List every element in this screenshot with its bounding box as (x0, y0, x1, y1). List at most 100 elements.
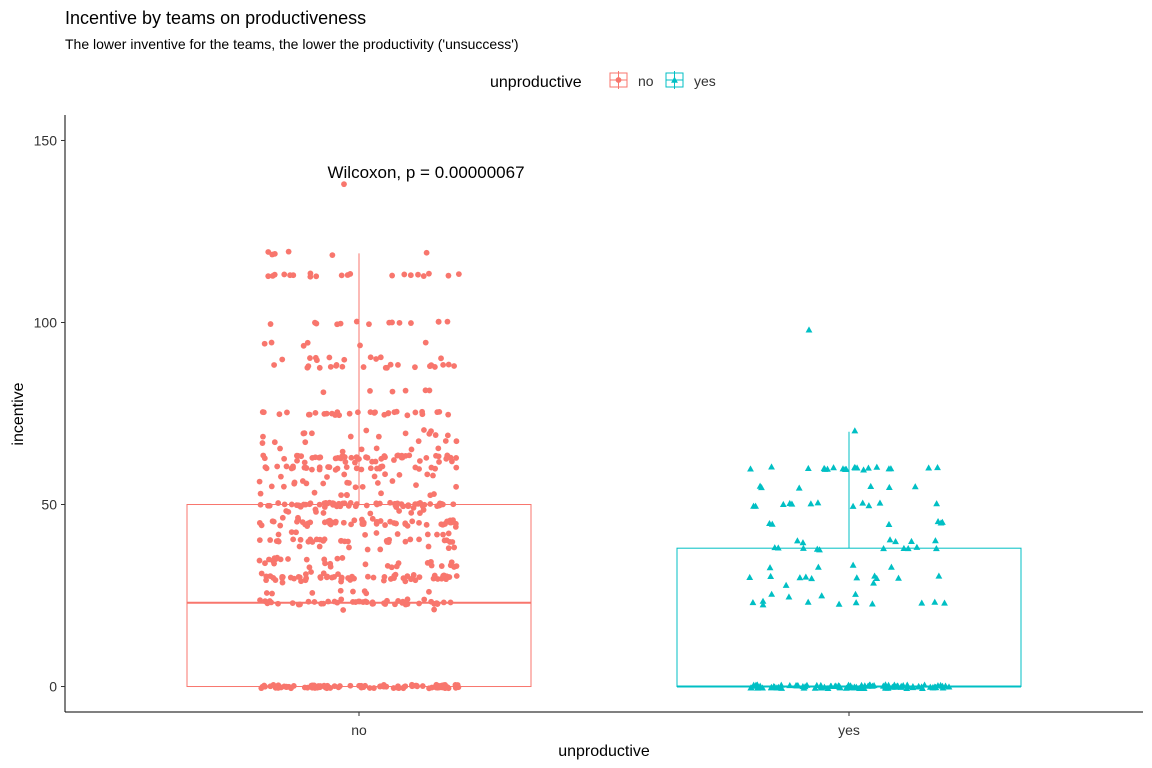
data-point-yes (934, 464, 941, 471)
data-point-yes (932, 545, 940, 552)
data-point-no (341, 356, 348, 363)
data-point-yes (938, 518, 946, 525)
data-point-no (360, 684, 367, 691)
data-point-yes (756, 482, 764, 489)
data-point-no (288, 529, 295, 535)
outlier-point-yes (805, 326, 813, 333)
data-point-yes (830, 464, 837, 471)
data-point-no (262, 560, 268, 567)
data-point-no (410, 571, 417, 578)
data-point-no (395, 685, 402, 692)
data-point-no (300, 501, 307, 508)
data-point-yes (858, 681, 865, 688)
data-point-no (382, 522, 388, 528)
data-point-no (347, 433, 354, 440)
data-point-no (353, 501, 360, 507)
data-point-no (281, 501, 288, 508)
data-point-no (371, 685, 377, 691)
data-point-no (302, 521, 309, 528)
data-point-no (337, 320, 344, 327)
data-point-no (347, 682, 354, 689)
data-point-no (312, 685, 318, 691)
data-point-no (343, 464, 350, 471)
data-point-yes (860, 466, 867, 473)
data-point-yes (865, 502, 873, 509)
data-point-no (307, 519, 314, 526)
data-point-no (431, 572, 438, 579)
data-point-yes (931, 598, 939, 605)
data-point-no (369, 515, 376, 522)
data-point-yes (865, 464, 872, 471)
data-point-no (366, 321, 372, 328)
data-point-no (348, 521, 354, 528)
data-point-no (301, 684, 308, 691)
data-point-no (301, 459, 308, 466)
data-point-no (404, 601, 411, 607)
data-point-no (278, 684, 285, 691)
data-point-no (306, 564, 313, 571)
data-point-no (395, 597, 402, 604)
chart-title: Incentive by teams on productiveness (65, 8, 366, 28)
data-point-no (392, 571, 399, 578)
data-point-no (308, 430, 315, 437)
data-point-no (291, 480, 298, 487)
data-point-no (438, 355, 444, 362)
data-point-no (332, 518, 339, 525)
legend-label-no: no (638, 73, 654, 89)
data-point-no (320, 600, 327, 607)
data-point-no (263, 590, 270, 596)
data-point-no (417, 458, 423, 464)
data-point-no (337, 587, 344, 594)
data-point-no (350, 588, 356, 595)
data-point-no (453, 455, 460, 461)
data-point-no (329, 574, 335, 581)
data-point-no (321, 410, 328, 417)
data-point-no (303, 556, 310, 563)
data-point-yes (915, 682, 923, 690)
data-point-no (339, 363, 346, 370)
data-point-yes (886, 536, 894, 543)
data-point-no (404, 596, 411, 603)
data-point-no (347, 499, 354, 506)
data-point-no (451, 544, 458, 551)
data-point-yes (800, 544, 807, 551)
data-point-no (413, 482, 419, 489)
data-point-no (367, 510, 374, 517)
data-point-no (430, 472, 436, 479)
data-point-no (446, 574, 453, 580)
data-point-yes (892, 537, 899, 545)
data-point-no (379, 463, 386, 470)
data-point-yes (747, 465, 754, 472)
data-point-no (327, 560, 334, 567)
data-point-yes (852, 599, 860, 606)
outlier-point-no (341, 181, 347, 188)
data-point-no (419, 411, 426, 418)
data-point-yes (859, 499, 867, 506)
data-point-no (435, 318, 442, 325)
data-point-no (424, 471, 431, 478)
data-point-no (359, 516, 365, 523)
data-point-no (354, 409, 361, 416)
data-point-no (356, 682, 362, 689)
data-point-no (426, 270, 432, 277)
data-point-yes (752, 681, 760, 688)
data-point-no (260, 433, 266, 440)
data-point-no (271, 250, 278, 257)
data-point-yes (870, 579, 877, 586)
data-point-no (445, 361, 452, 368)
data-point-no (384, 539, 391, 545)
data-point-no (402, 430, 409, 437)
data-point-no (302, 439, 309, 446)
data-point-no (382, 471, 388, 478)
legend-title: unproductive (490, 74, 582, 91)
data-point-yes (934, 517, 942, 525)
data-point-no (408, 509, 415, 516)
y-axis-title: incentive (10, 382, 27, 445)
data-point-no (422, 387, 429, 394)
data-point-no (394, 531, 401, 537)
data-point-yes (911, 483, 919, 490)
data-point-no (316, 543, 323, 550)
data-point-no (393, 408, 400, 415)
data-point-yes (885, 465, 893, 472)
data-point-no (416, 536, 422, 543)
